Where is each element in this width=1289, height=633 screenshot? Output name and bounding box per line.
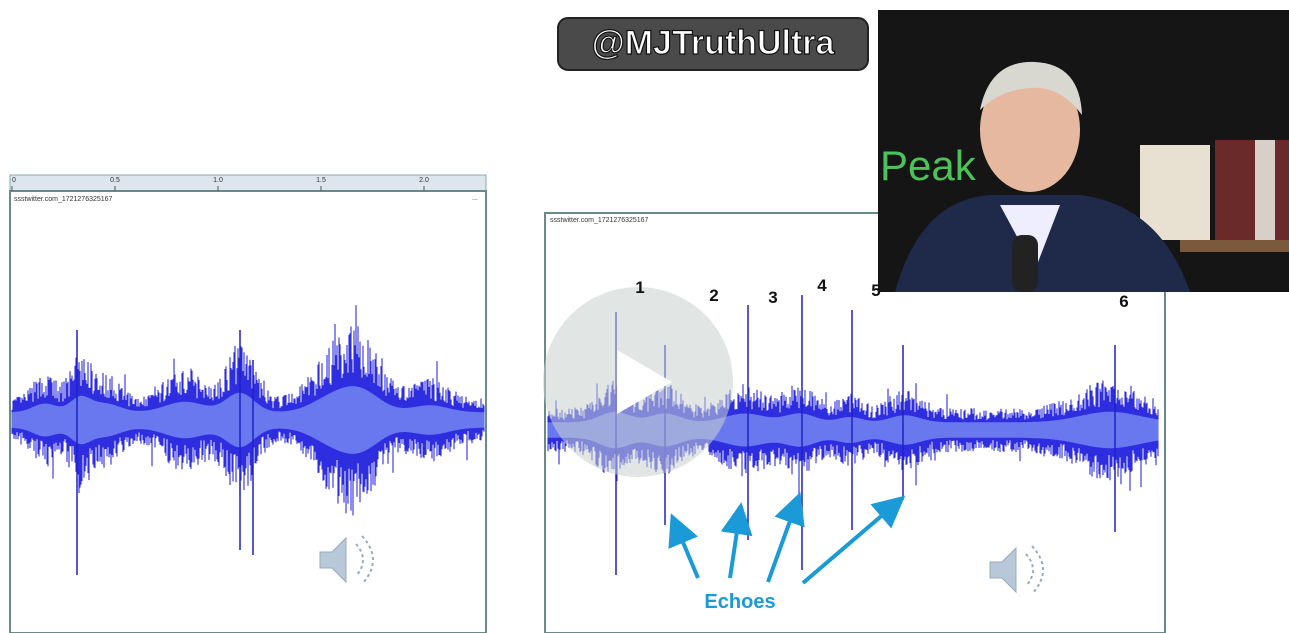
ruler-label: 1.0 bbox=[213, 177, 223, 184]
video-inset: Peak bbox=[878, 10, 1289, 292]
watermark: @MJTruthUltra bbox=[592, 24, 836, 62]
page: 0 0.5 1.0 1.5 2.0 ssstwitter.com_17212763251… bbox=[0, 0, 1289, 633]
sign-text: Peak bbox=[880, 142, 977, 189]
ruler-label: 1.5 bbox=[316, 177, 326, 184]
file-name: ssstwitter.com_1721276325167 bbox=[14, 196, 113, 203]
ruler-label: 0.5 bbox=[110, 177, 120, 184]
ruler-label: 0 bbox=[12, 177, 16, 184]
echo-marker: 2 bbox=[709, 286, 718, 305]
menu: ... bbox=[472, 195, 478, 202]
annotation: Echoes bbox=[704, 591, 775, 613]
echo-marker: 3 bbox=[768, 288, 777, 307]
echo-marker: 6 bbox=[1119, 292, 1128, 311]
ruler-label: 2.0 bbox=[419, 177, 429, 184]
ruler bbox=[10, 175, 486, 191]
echo-marker: 4 bbox=[817, 276, 827, 295]
video-frame: 0 0.5 1.0 1.5 2.0 ssstwitter.com_17212763251… bbox=[0, 0, 1289, 633]
file-name: ssstwitter.com_1721276325167 bbox=[550, 217, 649, 224]
echo-marker: 1 bbox=[635, 278, 644, 297]
